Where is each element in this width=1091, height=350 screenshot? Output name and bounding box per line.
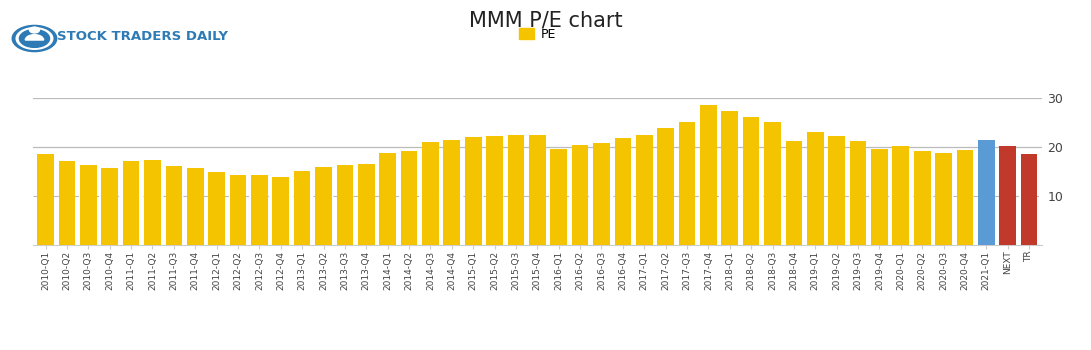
Bar	[529, 135, 546, 245]
Bar	[101, 168, 118, 245]
Circle shape	[29, 27, 39, 33]
Bar	[935, 153, 951, 245]
Wedge shape	[25, 35, 44, 40]
Circle shape	[16, 28, 52, 49]
Bar	[999, 146, 1016, 245]
Bar	[700, 105, 717, 245]
Bar	[422, 142, 439, 245]
Bar	[764, 122, 781, 245]
Bar	[80, 165, 97, 245]
Bar	[380, 153, 396, 245]
Bar	[978, 140, 995, 245]
Bar	[507, 135, 525, 245]
Bar	[336, 165, 353, 245]
Bar	[743, 117, 759, 245]
Bar	[123, 161, 140, 245]
Bar	[251, 175, 267, 245]
Bar	[273, 177, 289, 245]
Bar	[892, 146, 909, 245]
Bar	[657, 128, 674, 245]
Bar	[293, 170, 311, 245]
Bar	[850, 141, 866, 245]
Legend: PE: PE	[519, 28, 555, 41]
Bar	[166, 166, 182, 245]
Bar	[487, 136, 503, 245]
Bar	[614, 138, 632, 245]
Bar	[786, 141, 802, 245]
Bar	[914, 151, 931, 245]
Bar	[721, 111, 739, 245]
Bar	[871, 149, 888, 245]
Bar	[828, 136, 846, 245]
Circle shape	[12, 26, 57, 51]
Bar	[594, 143, 610, 245]
Text: MMM P/E chart: MMM P/E chart	[469, 10, 622, 30]
Bar	[550, 149, 567, 245]
Bar	[957, 150, 973, 245]
Text: STOCK TRADERS DAILY: STOCK TRADERS DAILY	[57, 30, 228, 43]
Bar	[807, 132, 824, 245]
Bar	[37, 154, 53, 245]
Bar	[358, 164, 374, 245]
Bar	[1021, 154, 1038, 245]
Bar	[144, 160, 160, 245]
Bar	[400, 151, 418, 245]
Bar	[443, 140, 460, 245]
Bar	[229, 175, 247, 245]
Circle shape	[20, 30, 49, 47]
Bar	[208, 173, 225, 245]
Bar	[465, 137, 481, 245]
Bar	[636, 135, 652, 245]
Bar	[679, 121, 695, 245]
Bar	[187, 168, 204, 245]
Bar	[59, 161, 75, 245]
Bar	[315, 167, 332, 245]
Bar	[572, 145, 588, 245]
